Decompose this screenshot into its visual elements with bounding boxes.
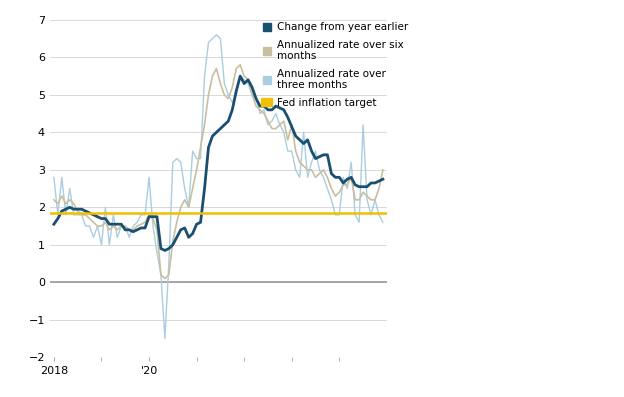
Legend: Change from year earlier, Annualized rate over six
months, Annualized rate over
: Change from year earlier, Annualized rat… [257,18,412,112]
